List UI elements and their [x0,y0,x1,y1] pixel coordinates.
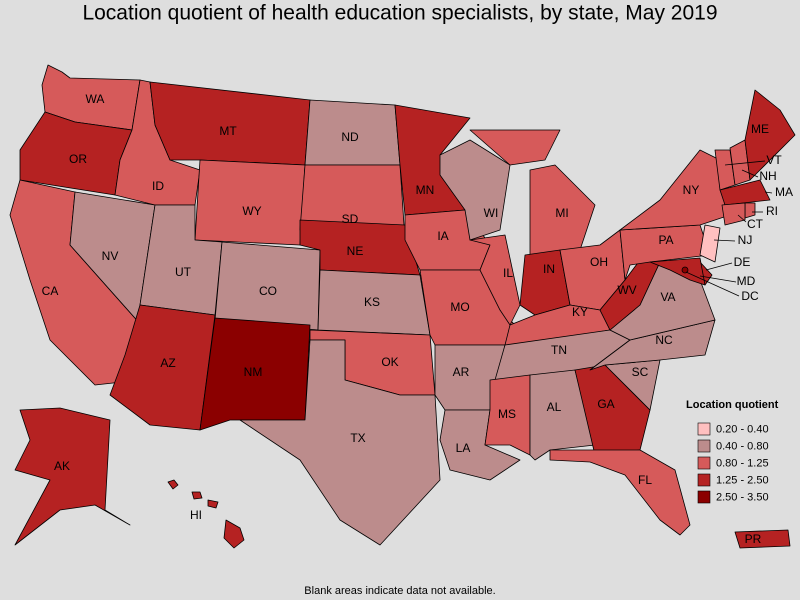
state-label: GA [597,397,614,411]
state-label: MT [219,124,237,138]
leader-line [705,262,733,271]
footnote: Blank areas indicate data not available. [304,585,495,597]
state [619,149,731,231]
state-label: IA [437,229,448,243]
legend-swatch [697,490,711,504]
state [194,159,306,246]
state-label: NE [347,244,364,258]
legend-label: 0.80 - 1.25 [716,457,769,469]
state-label: FL [638,473,652,487]
legend-label: 0.40 - 0.80 [716,440,769,452]
state [469,129,596,256]
state [649,257,706,286]
state [681,266,689,274]
state-label: OR [69,152,87,166]
state [439,139,511,241]
leader-line [724,160,766,166]
state [239,339,441,546]
legend-swatch [697,422,711,436]
state-label: MI [555,206,568,220]
state-label: MA [775,185,793,199]
state-label: IL [503,266,513,280]
state [109,304,216,431]
state [721,202,746,226]
state-label: AZ [160,356,175,370]
state-label: KS [364,295,380,309]
state-label: NJ [738,233,753,247]
state-label: MN [416,183,435,197]
state-label: ID [152,179,164,193]
state-label: CT [747,217,764,231]
state-label: WY [242,204,261,218]
state-labels: WA OR CA NV ID MT WY UT CO AZ NM ND SD N… [42,92,793,546]
state-label: WA [86,92,105,106]
state-label: HI [190,508,202,522]
state-label: PA [658,233,673,247]
state [167,479,245,549]
state [699,224,721,263]
state-label: VT [766,153,782,167]
state [744,89,796,181]
state-label: KY [572,305,588,319]
state-label: ME [751,122,769,136]
legend-swatch [697,456,711,470]
state [734,529,791,549]
leader-line [699,275,737,283]
state-label: NH [759,169,776,183]
legend: Location quotient 0.20 - 0.40 0.40 - 0.80… [686,399,779,504]
state-label: DC [741,289,759,303]
leader-line [685,271,740,297]
state-label: WV [617,283,636,297]
state-label: DE [734,255,751,269]
state [549,449,691,536]
state-label: NY [683,183,700,197]
state-label: RI [766,204,778,218]
state-label: NV [102,249,119,263]
leaders [685,160,773,297]
state-label: MD [737,274,756,288]
map-title: Location quotient of health education sp… [82,2,717,25]
state-label: CO [259,284,277,298]
state-label: TX [350,431,365,445]
state-label: OH [590,255,608,269]
state-label: IN [543,262,555,276]
state-label: MO [450,300,469,314]
state-label: NC [655,333,673,347]
state-label: SD [342,212,359,226]
state [14,407,131,546]
legend-swatch [697,473,711,487]
leader-line [764,191,773,194]
state-label: VA [660,290,675,304]
state-label: AL [547,400,562,414]
state-label: MS [498,407,516,421]
legend-label: 0.20 - 0.40 [716,423,769,435]
state-label: AK [54,459,70,473]
state-label: PR [745,532,762,546]
state-label: OK [381,355,398,369]
state-label: UT [175,265,192,279]
state-label: ND [341,130,359,144]
state [469,234,521,326]
legend-title: Location quotient [686,399,779,411]
leader-line [713,239,736,242]
leader-line [741,169,759,178]
state-label: NM [244,365,263,379]
state-label: AR [453,365,470,379]
legend-label: 2.50 - 3.50 [716,491,769,503]
state [744,202,756,219]
state-label: WI [484,206,499,220]
legend-swatch [697,439,711,453]
state-label: CA [42,284,59,298]
leader-line [737,214,747,223]
state-label: SC [632,365,649,379]
legend-label: 1.25 - 2.50 [716,474,769,486]
state [719,179,771,206]
states [9,64,796,549]
state-label: TN [551,343,567,357]
state-label: LA [456,441,471,455]
